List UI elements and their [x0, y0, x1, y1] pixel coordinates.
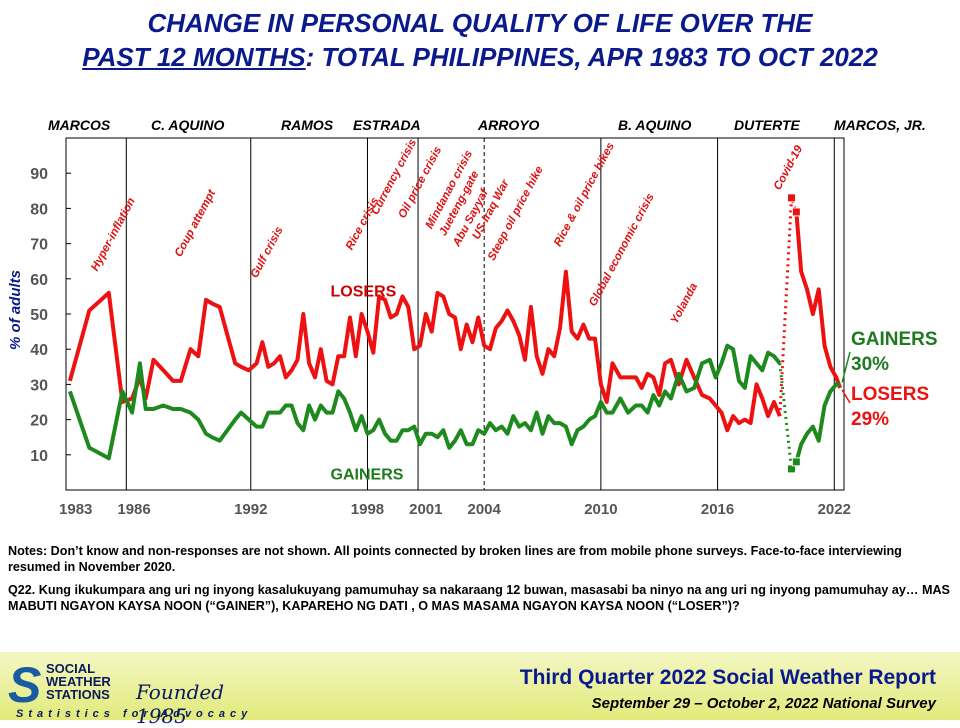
x-tick-label: 2022 [818, 501, 851, 518]
president-label-c-aquino: C. AQUINO [151, 117, 225, 133]
gainers-line [68, 343, 782, 461]
president-label-marcos: MARCOS [48, 117, 111, 133]
logo-text: SOCIAL WEATHER STATIONS [46, 662, 111, 701]
gainers-mobile-point [791, 457, 801, 467]
logo-line3: STATIONS [46, 687, 110, 702]
x-tick-label: 1983 [59, 501, 92, 518]
sws-logo: S SOCIAL WEATHER STATIONS Founded 1985 S… [6, 657, 266, 728]
x-tick-label: 2010 [584, 501, 617, 518]
note-question: Q22. Kung ikukumpara ang uri ng inyong k… [8, 583, 950, 613]
x-tick-label: 1986 [117, 501, 150, 518]
y-tick-label: 70 [30, 237, 48, 254]
losers-line [67, 269, 782, 433]
note-methodology: Notes: Don’t know and non-responses are … [8, 544, 902, 574]
losers-mobile-dotted-line [778, 197, 798, 417]
losers-mobile-point [791, 207, 801, 217]
y-tick-label: 40 [30, 342, 48, 359]
president-label-arroyo: ARROYO [478, 117, 540, 133]
y-tick-label: 90 [30, 166, 48, 183]
footer-banner: S SOCIAL WEATHER STATIONS Founded 1985 S… [0, 652, 960, 728]
x-tick-label: 2004 [467, 501, 501, 518]
tagline: Statistics for Advocacy [16, 708, 253, 720]
y-tick-label: 60 [30, 272, 48, 289]
y-tick-label: 80 [30, 201, 48, 218]
title-underlined: PAST 12 MONTHS [82, 42, 306, 72]
y-tick-label: 20 [30, 413, 48, 430]
line-chart: 10 20 30 40 50 60 70 80 90 1983 1986 1992 1998 2001 2… [7, 137, 938, 518]
y-tick-label: 50 [30, 307, 48, 324]
title-line2: PAST 12 MONTHS: TOTAL PHILIPPINES, APR 1… [0, 40, 960, 74]
founded-text: Founded 1985 [136, 680, 225, 728]
x-tick-label: 2016 [701, 501, 734, 518]
losers-end-label: LOSERS [851, 384, 929, 405]
gainers-recent-line [794, 382, 841, 463]
president-label-marcos-jr: MARCOS, JR. [834, 117, 926, 133]
president-label-duterte: DUTERTE [734, 117, 800, 133]
president-label-estrada: ESTRADA [353, 117, 421, 133]
gainers-end-label: GAINERS [851, 329, 938, 350]
plot-frame [65, 137, 845, 491]
report-title: Third Quarter 2022 Social Weather Report [519, 666, 936, 689]
gainers-pointer-line [841, 351, 851, 383]
series-label-gainers: GAINERS [331, 466, 404, 483]
sws-s-icon: S [8, 657, 42, 713]
x-tick-label: 2001 [409, 501, 442, 518]
losers-recent-line [794, 211, 842, 389]
logo-line2: WEATHER [46, 674, 111, 689]
president-label-b-aquino: B. AQUINO [618, 117, 692, 133]
losers-mobile-point [786, 193, 796, 203]
x-tick-label: 1998 [351, 501, 384, 518]
notes: Notes: Don’t know and non-responses are … [8, 543, 952, 621]
y-tick-label: 30 [30, 377, 48, 394]
chart-title: CHANGE IN PERSONAL QUALITY OF LIFE OVER … [0, 6, 960, 74]
title-line1: CHANGE IN PERSONAL QUALITY OF LIFE OVER … [147, 8, 813, 38]
series-label-losers: LOSERS [331, 283, 397, 300]
survey-dates: September 29 – October 2, 2022 National … [591, 695, 936, 712]
x-tick-label: 1992 [234, 501, 267, 518]
gainers-mobile-point [786, 464, 796, 474]
president-label-ramos: RAMOS [281, 117, 334, 133]
logo-line1: SOCIAL [46, 661, 96, 676]
y-tick-label: 10 [30, 448, 48, 465]
title-rest: : TOTAL PHILIPPINES, APR 1983 TO OCT 202… [305, 42, 878, 72]
y-axis-label: % of adults [7, 270, 24, 350]
gainers-end-value: 30% [851, 354, 889, 375]
losers-pointer-line [841, 389, 851, 404]
losers-end-value: 29% [851, 409, 889, 430]
